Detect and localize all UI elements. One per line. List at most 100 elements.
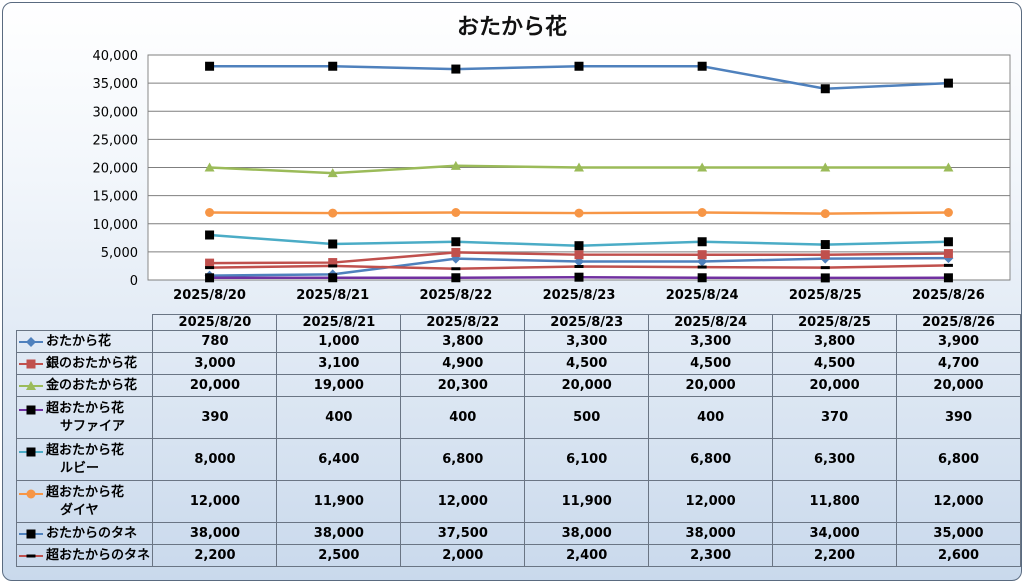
data-label: 6,100 (524, 438, 650, 481)
table-column-header: 2025/8/26 (896, 314, 1021, 331)
data-label: 38,000 (524, 522, 650, 545)
data-label: 11,800 (772, 480, 898, 523)
data-point (451, 64, 461, 74)
legend-marker (26, 405, 36, 414)
data-label: 3,100 (276, 352, 402, 375)
data-label: 3,800 (400, 330, 526, 353)
data-label: 2,200 (152, 544, 278, 567)
x-tick-label: 2025/8/26 (912, 288, 985, 303)
data-table: 2025/8/20 2025/8/21 2025/8/22 2025/8/23 2025… (15, 314, 1021, 567)
data-label: 20,000 (896, 374, 1021, 397)
table-column-header: 2025/8/23 (524, 314, 650, 331)
data-label: 1,000 (276, 330, 402, 353)
data-label: 11,900 (276, 480, 402, 523)
legend-key-icon (19, 405, 43, 414)
data-point (205, 266, 215, 270)
data-label: 2,300 (648, 544, 774, 567)
series-name-cell: 超おたから花 サファイア (15, 396, 154, 439)
data-label: 12,000 (400, 480, 526, 523)
data-point (451, 247, 461, 257)
data-label: 6,800 (648, 438, 774, 481)
data-point (574, 208, 584, 218)
data-point (820, 162, 831, 172)
series-name: ルビー (60, 460, 100, 476)
data-point (697, 208, 707, 217)
data-label: 400 (276, 396, 402, 439)
table-row: 銀のおたから花 3,000 3,100 4,900 4,500 4,500 4,500 4,7… (15, 352, 1021, 375)
series-name-cell: 超おたから花ダイヤ (15, 480, 154, 523)
legend-marker (26, 554, 36, 557)
data-label: 3,900 (896, 330, 1021, 353)
table-row: おたからのタネ 38,000 38,000 37,500 38,000 38,000 34,… (15, 522, 1021, 545)
y-tick-label: 20,000 (93, 162, 139, 177)
data-point (697, 61, 707, 71)
series-name: おたからのタネ (46, 525, 138, 541)
data-point (574, 265, 584, 268)
data-point (820, 273, 830, 283)
legend-marker (26, 489, 36, 498)
y-tick-label: 35,000 (93, 77, 139, 92)
data-label: 11,900 (524, 480, 650, 523)
data-point (328, 273, 338, 283)
data-point (328, 239, 338, 249)
series-name: おたから花 (46, 333, 112, 349)
series-name: 超おたから花 (46, 484, 125, 500)
legend-key-icon (19, 359, 43, 368)
data-label: 780 (152, 330, 278, 353)
table-column-header: 2025/8/20 (152, 314, 278, 331)
series-name: 超おたから花 (46, 400, 125, 416)
data-point (574, 61, 584, 71)
data-label: 2,600 (896, 544, 1021, 567)
y-tick-label: 0 (130, 274, 138, 289)
series-name-cell: 超おたからのタネ (15, 544, 154, 567)
data-point (697, 265, 707, 269)
data-label: 12,000 (648, 480, 774, 523)
data-point (820, 240, 830, 250)
data-label: 2,200 (772, 544, 898, 567)
data-point (574, 241, 584, 251)
data-point (574, 250, 584, 260)
data-point (697, 273, 707, 283)
table-row: おたから花 780 1,000 3,800 3,300 3,300 3,800 3,900 (15, 330, 1021, 353)
data-label: 12,000 (896, 480, 1021, 523)
table-row: 超おたから花 ダイヤ 12,000 11,900 12,000 11,900 12,000 1… (15, 480, 1021, 523)
series-name: 金のおたから花 (46, 377, 138, 393)
data-label: 38,000 (276, 522, 402, 545)
table-corner (17, 315, 153, 331)
data-label: 3,800 (772, 330, 898, 353)
x-tick-label: 2025/8/21 (296, 288, 369, 303)
data-point (204, 162, 215, 172)
data-label: 400 (400, 396, 526, 439)
data-point (943, 208, 953, 217)
series-name: ダイヤ (60, 502, 99, 518)
data-point (451, 208, 461, 217)
table-row: 超おたからのタネ 2,200 2,500 2,000 2,400 2,300 2,200 2,… (15, 544, 1021, 567)
data-label: 400 (648, 396, 774, 439)
data-label: 4,500 (772, 352, 898, 375)
table-row: 金のおたから花 20,000 19,000 20,300 20,000 20,000 20,… (15, 374, 1021, 397)
series-name: 超おたから花 (46, 442, 125, 458)
data-point (943, 273, 953, 283)
data-label: 38,000 (648, 522, 774, 545)
y-tick-label: 10,000 (93, 218, 139, 233)
y-tick-label: 40,000 (93, 49, 139, 64)
x-tick-label: 2025/8/20 (173, 288, 246, 303)
table-column-header: 2025/8/21 (276, 314, 402, 331)
legend-key-icon (19, 336, 43, 347)
x-tick-label: 2025/8/24 (666, 288, 739, 303)
data-label: 4,500 (524, 352, 650, 375)
series-name-cell: 超おたから花ルビー (15, 438, 154, 481)
table-body: おたから花 780 1,000 3,800 3,300 3,300 3,800 3,900 銀の… (15, 330, 1021, 567)
data-label: 20,000 (152, 374, 278, 397)
x-tick-label: 2025/8/22 (419, 288, 492, 303)
y-tick-label: 15,000 (93, 190, 139, 205)
series-name-cell: おたからのタネ (15, 522, 154, 545)
data-label: 20,000 (524, 374, 650, 397)
data-label: 19,000 (276, 374, 402, 397)
data-point (205, 208, 215, 217)
data-point (943, 237, 953, 247)
legend-key-icon (19, 447, 43, 456)
data-point (697, 250, 707, 260)
data-label: 6,300 (772, 438, 898, 481)
y-tick-label: 25,000 (93, 133, 139, 148)
